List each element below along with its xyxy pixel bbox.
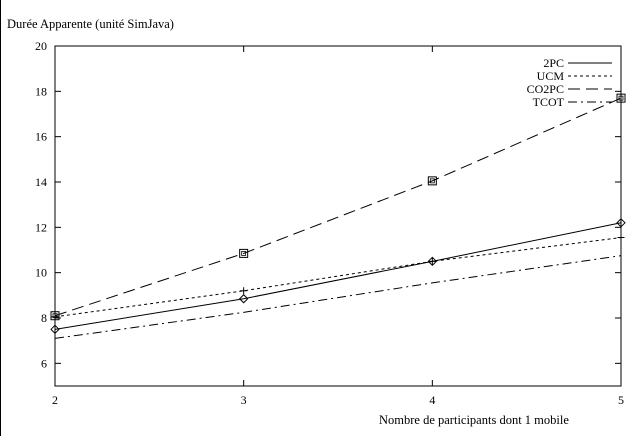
data-point-ucm <box>428 257 436 265</box>
data-point-inner-co2pc <box>241 250 247 256</box>
data-point-inner-co2pc <box>618 95 624 101</box>
data-point-ucm <box>617 234 625 242</box>
y-tick-label: 18 <box>35 84 47 98</box>
data-point-2pc <box>427 256 438 267</box>
legend-label-tcot: TCOT <box>533 95 565 109</box>
plot-frame <box>54 45 622 387</box>
data-point-co2pc <box>616 93 626 103</box>
y-axis-title: Durée Apparente (unité SimJava) <box>7 17 174 31</box>
y-tick-label: 14 <box>35 175 47 189</box>
series-2pc <box>50 218 626 335</box>
y-tick-label: 8 <box>41 311 47 325</box>
y-tick-label: 16 <box>35 130 47 144</box>
series-tcot <box>54 255 622 339</box>
data-point-2pc <box>50 324 60 335</box>
x-tick-label: 3 <box>241 393 247 407</box>
series-ucm <box>51 234 625 321</box>
data-point-co2pc <box>50 311 60 321</box>
y-tick-label: 10 <box>35 266 47 280</box>
data-point-2pc <box>616 218 626 228</box>
series-co2pc <box>50 93 626 321</box>
series-line-ucm <box>54 237 622 318</box>
legend-label-ucm: UCM <box>537 69 565 83</box>
data-point-inner-co2pc <box>429 178 435 184</box>
x-axis-title: Nombre de participants dont 1 mobile <box>379 413 569 427</box>
series-line-co2pc <box>54 97 622 317</box>
data-point-co2pc <box>427 176 437 186</box>
x-axis: 2 3 4 5 <box>52 46 624 407</box>
data-point-2pc <box>238 294 249 304</box>
y-tick-label: 20 <box>35 39 47 53</box>
y-tick-label: 6 <box>41 356 47 370</box>
data-point-inner-co2pc <box>52 313 58 319</box>
y-axis: 6 8 10 12 14 16 18 20 <box>35 39 621 370</box>
y-tick-label: 12 <box>35 220 47 234</box>
x-tick-label: 2 <box>52 393 58 407</box>
legend-label-2pc: 2PC <box>543 56 564 70</box>
series-group <box>50 93 626 339</box>
data-point-ucm <box>240 287 248 295</box>
series-line-tcot <box>54 255 622 339</box>
x-tick-label: 4 <box>429 393 435 407</box>
x-tick-label: 5 <box>618 393 624 407</box>
legend-label-co2pc: CO2PC <box>527 82 564 96</box>
data-point-co2pc <box>239 248 249 258</box>
series-line-2pc <box>54 222 622 330</box>
